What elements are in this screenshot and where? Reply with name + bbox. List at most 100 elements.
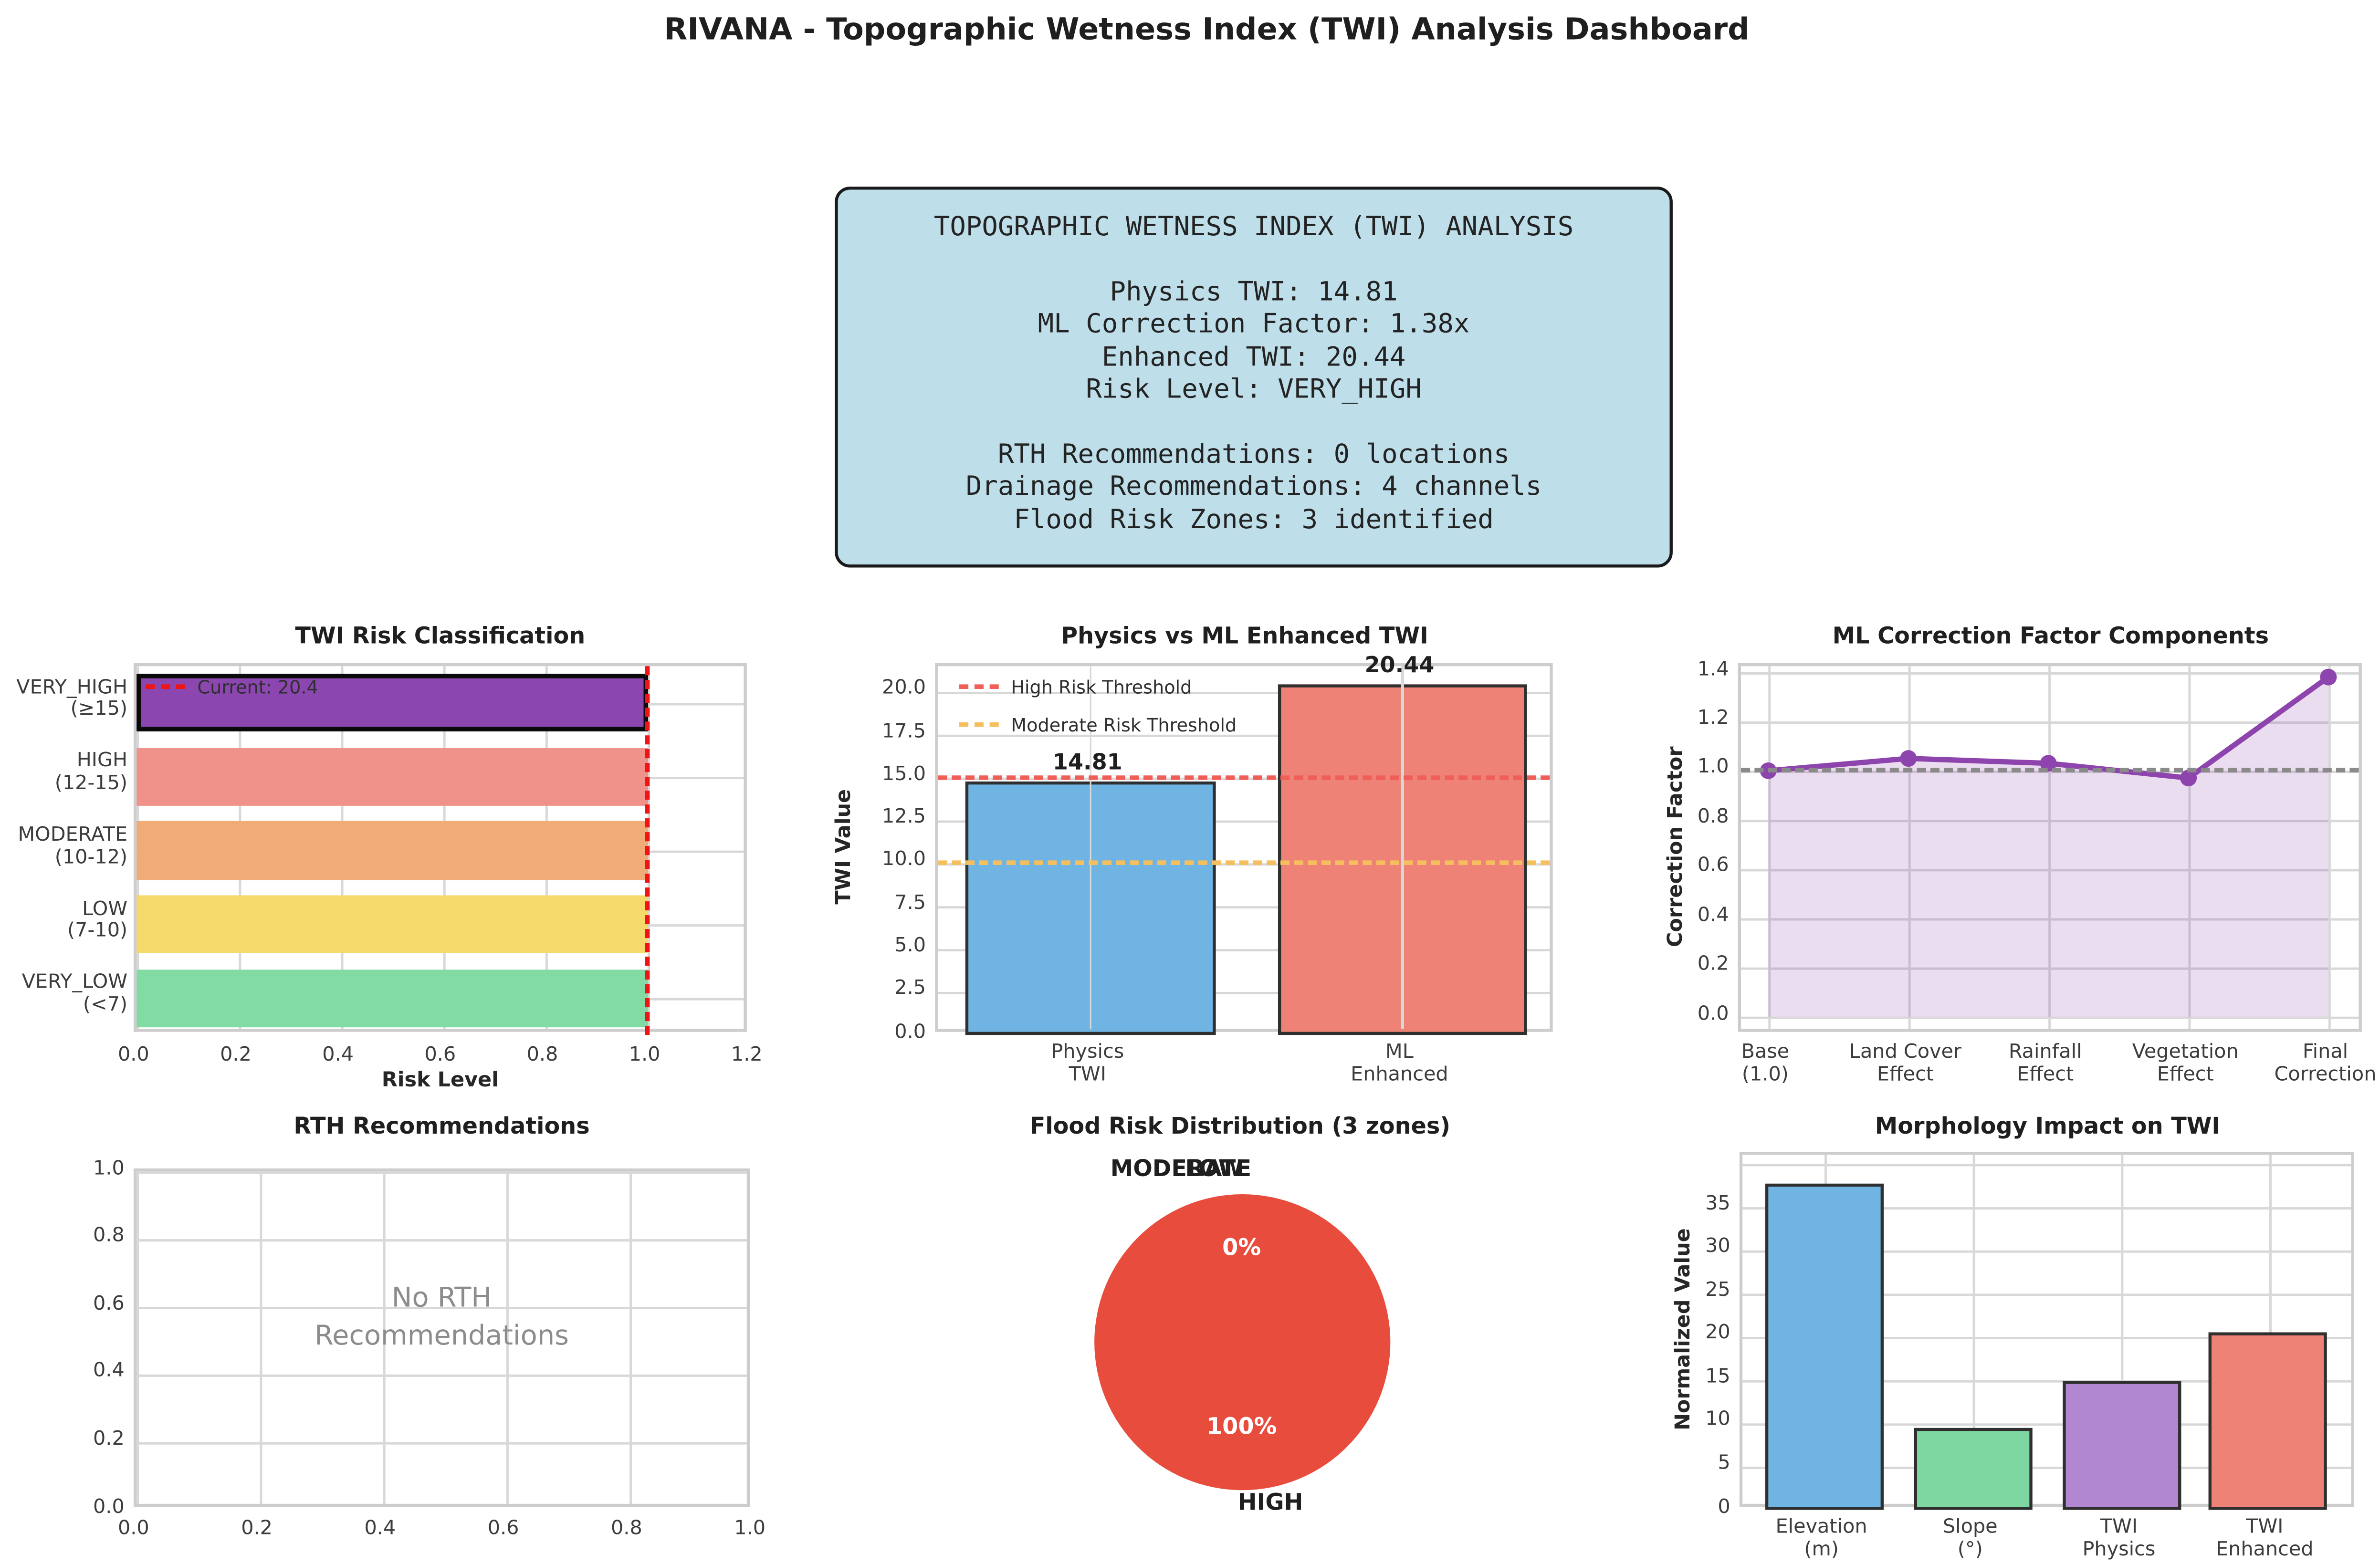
gridline <box>1089 666 1092 1029</box>
rth-xtick: 0.0 <box>117 1517 149 1541</box>
risk-xtick: 0.0 <box>117 1044 149 1067</box>
dashboard-title: RIVANA - Topographic Wetness Index (TWI)… <box>664 10 1750 47</box>
gridline <box>1401 666 1404 1029</box>
mlcomp-xtick: Land Cover Effect <box>1849 1041 1961 1086</box>
risk-xtick: 0.4 <box>322 1044 354 1067</box>
physics-ytick: 20.0 <box>882 677 926 700</box>
mlcomp-ytick: 1.4 <box>1697 657 1729 681</box>
mlcomp-ytick: 0.2 <box>1697 953 1729 976</box>
morph-xtick: TWI Physics <box>2082 1516 2156 1561</box>
morph-ytick: 20 <box>1705 1322 1730 1345</box>
risk-xtick: 1.2 <box>731 1044 763 1067</box>
mlcomp-xtick: Vegetation Effect <box>2132 1041 2239 1086</box>
twi-summary-box: TOPOGRAPHIC WETNESS INDEX (TWI) ANALYSIS… <box>835 187 1673 568</box>
summary-line: Physics TWI: 14.81 <box>1110 277 1398 308</box>
risk-legend-label: Current: 20.4 <box>197 676 318 698</box>
pie-pct-label-high: 100% <box>1206 1413 1277 1440</box>
rth-ytick: 0.2 <box>93 1428 125 1451</box>
threshold-line-1 <box>938 861 1550 865</box>
mlcomp-ytick: 0.0 <box>1697 1002 1729 1025</box>
mlcomp-ytick: 0.8 <box>1697 805 1729 828</box>
mlcomp-ytick: 1.0 <box>1697 756 1729 779</box>
morph-ytick: 0 <box>1718 1495 1730 1519</box>
rth-xtick: 0.8 <box>610 1517 642 1541</box>
physics-ytick: 5.0 <box>894 935 926 958</box>
mlcomp-ytick: 1.2 <box>1697 707 1729 730</box>
summary-line: Flood Risk Zones: 3 identified <box>1014 504 1494 535</box>
bar-value-label: 20.44 <box>1364 655 1435 679</box>
baseline-line <box>1741 768 2359 773</box>
morph-bar-0 <box>1765 1183 1884 1510</box>
rth-ytick: 0.0 <box>93 1495 125 1519</box>
risk-category-label: MODERATE (10-12) <box>18 824 128 869</box>
morph-ytick: 10 <box>1705 1408 1730 1432</box>
risk-bar-very_high <box>136 674 648 732</box>
physics-xtick: Physics TWI <box>1051 1041 1124 1086</box>
current-line-dash-icon <box>146 684 186 689</box>
morph-ytick: 15 <box>1705 1366 1730 1388</box>
summary-line <box>838 407 1670 440</box>
morph-ytick: 35 <box>1705 1192 1730 1215</box>
risk-xtick: 1.0 <box>629 1044 661 1067</box>
moderate-threshold-legend: Moderate Risk Threshold <box>959 713 1237 736</box>
rth-ytick: 0.8 <box>93 1224 125 1248</box>
physics-ytick: 17.5 <box>882 720 926 743</box>
physics-ytick: 12.5 <box>882 806 926 829</box>
physics-ytick: 0.0 <box>894 1020 926 1043</box>
morph-bar-1 <box>1914 1428 2033 1510</box>
rth-xtick: 0.2 <box>241 1517 273 1541</box>
threshold-line-0 <box>938 775 1550 780</box>
moderate-threshold-dash-icon <box>959 722 999 727</box>
risk-legend: Current: 20.4 <box>146 675 318 698</box>
rth-xtick: 0.6 <box>487 1517 519 1541</box>
summary-line: TOPOGRAPHIC WETNESS INDEX (TWI) ANALYSIS <box>933 212 1574 243</box>
bar-value-label: 14.81 <box>1052 751 1122 776</box>
morph-bar-2 <box>2063 1381 2181 1510</box>
physics-chart-title: Physics vs ML Enhanced TWI <box>1061 622 1428 650</box>
rth-xtick: 0.4 <box>364 1517 396 1541</box>
rth-ytick: 0.4 <box>93 1360 125 1383</box>
risk-category-label: HIGH (12-15) <box>54 750 128 795</box>
mlcomp-plot <box>1738 663 2362 1032</box>
rth-chart-title: RTH Recommendations <box>294 1112 590 1140</box>
summary-line: Risk Level: VERY_HIGH <box>1086 375 1422 406</box>
risk-bar-moderate <box>136 821 648 880</box>
risk-bar-high <box>136 747 648 806</box>
data-point-marker <box>2320 668 2337 686</box>
risk-category-label: VERY_HIGH (≥15) <box>16 676 128 721</box>
summary-line: Enhanced TWI: 20.44 <box>1101 342 1406 373</box>
physics-ylabel: TWI Value <box>831 789 856 905</box>
high-threshold-legend: High Risk Threshold <box>959 675 1192 698</box>
data-point-marker <box>1900 750 1917 767</box>
moderate-threshold-label: Moderate Risk Threshold <box>1011 714 1237 735</box>
pie-slice-label-high: HIGH <box>1237 1489 1303 1516</box>
high-threshold-label: High Risk Threshold <box>1011 676 1192 698</box>
pie-pct-label-low: 0% <box>1222 1233 1261 1261</box>
summary-line <box>838 245 1670 277</box>
physics-ytick: 7.5 <box>894 892 926 915</box>
mlcomp-xtick: Rainfall Effect <box>2008 1041 2082 1086</box>
risk-bar-low <box>136 895 648 954</box>
morph-bar-3 <box>2208 1333 2327 1510</box>
high-threshold-dash-icon <box>959 684 999 689</box>
rth-ytick: 1.0 <box>93 1157 125 1180</box>
physics-xtick: ML Enhanced <box>1351 1041 1448 1086</box>
morph-ytick: 30 <box>1705 1235 1730 1259</box>
no-rec-line2: Recommendations <box>315 1320 569 1352</box>
morph-xtick: Slope (°) <box>1942 1516 1998 1561</box>
risk-xtick: 0.2 <box>220 1044 252 1067</box>
current-value-line <box>644 666 650 1035</box>
summary-line: ML Correction Factor: 1.38x <box>1038 310 1470 341</box>
physics-ytick: 15.0 <box>882 763 926 786</box>
rth-xtick: 1.0 <box>734 1517 766 1541</box>
risk-category-label: VERY_LOW (<7) <box>21 971 128 1016</box>
morph-ytick: 25 <box>1705 1279 1730 1302</box>
mlcomp-ytick: 0.4 <box>1697 904 1729 927</box>
physics-ytick: 10.0 <box>882 849 926 872</box>
summary-line: Drainage Recommendations: 4 channels <box>965 472 1542 503</box>
risk-xtick: 0.6 <box>424 1044 456 1067</box>
pie-pct-label-moderate: 0% <box>1222 1233 1261 1261</box>
risk-xtick: 0.8 <box>526 1044 558 1067</box>
flood-pie-slice-high <box>1093 1194 1390 1491</box>
no-rec-line1: No RTH <box>391 1282 492 1314</box>
